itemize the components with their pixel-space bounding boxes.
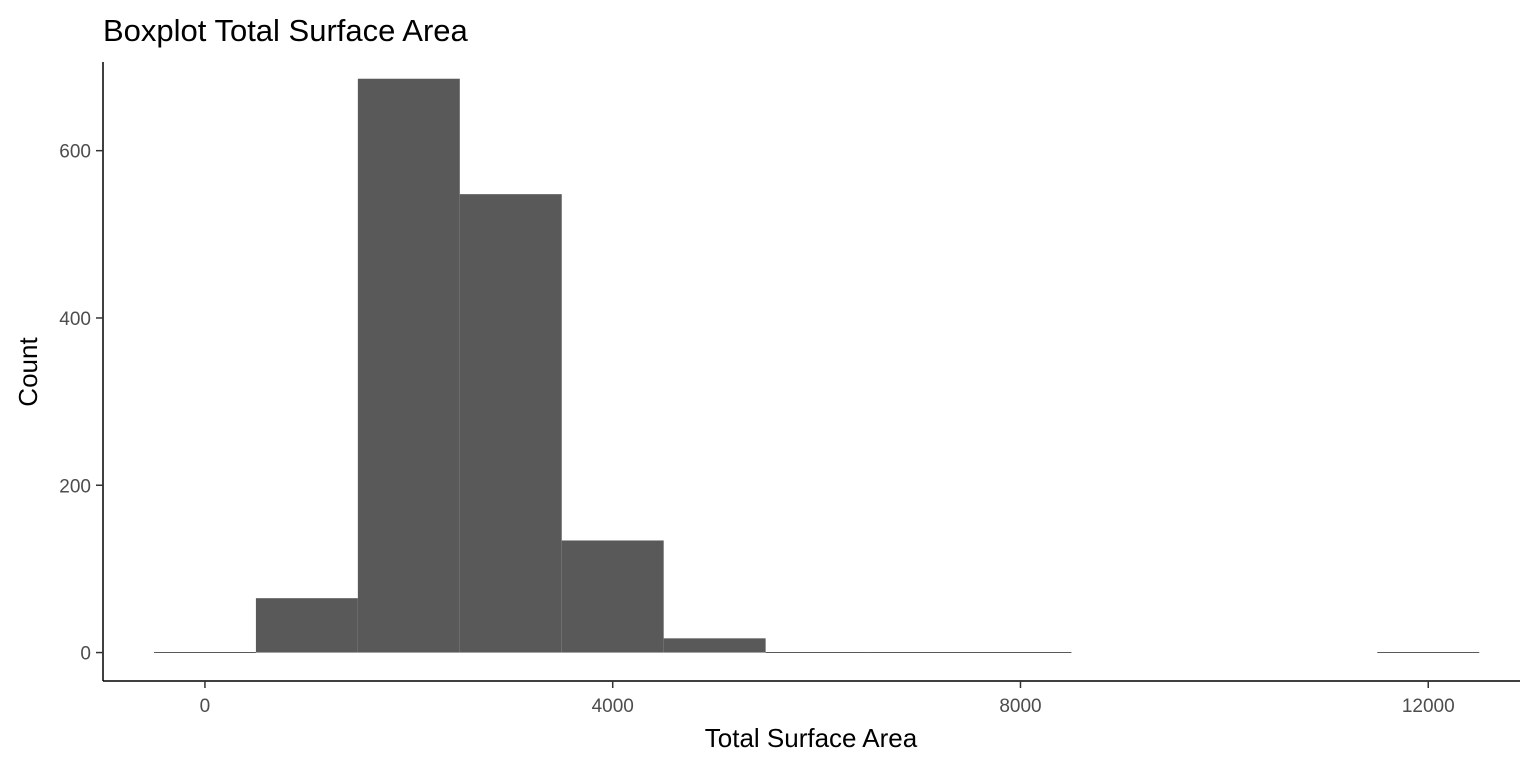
histogram-bar	[561, 540, 664, 653]
x-axis-ticks: 0 4000 8000 12000	[200, 681, 1455, 717]
x-axis-title: Total Surface Area	[705, 723, 918, 753]
y-tick-label: 600	[59, 142, 91, 163]
x-tick-label: 4000	[592, 696, 634, 717]
x-tick-label: 0	[200, 696, 211, 717]
histogram-bar	[357, 78, 460, 653]
chart-title: Boxplot Total Surface Area	[103, 13, 469, 48]
y-axis-ticks: 0 200 400 600	[59, 142, 103, 665]
y-tick-label: 0	[80, 644, 91, 665]
histogram-bar	[255, 598, 358, 653]
x-tick-label: 8000	[999, 696, 1041, 717]
y-tick-label: 200	[59, 476, 91, 497]
y-tick-label: 400	[59, 309, 91, 330]
histogram-bar	[459, 194, 562, 653]
histogram-bar	[663, 638, 766, 653]
bars-layer	[153, 78, 1480, 654]
x-tick-label: 12000	[1402, 696, 1455, 717]
y-axis-title: Count	[13, 337, 43, 407]
